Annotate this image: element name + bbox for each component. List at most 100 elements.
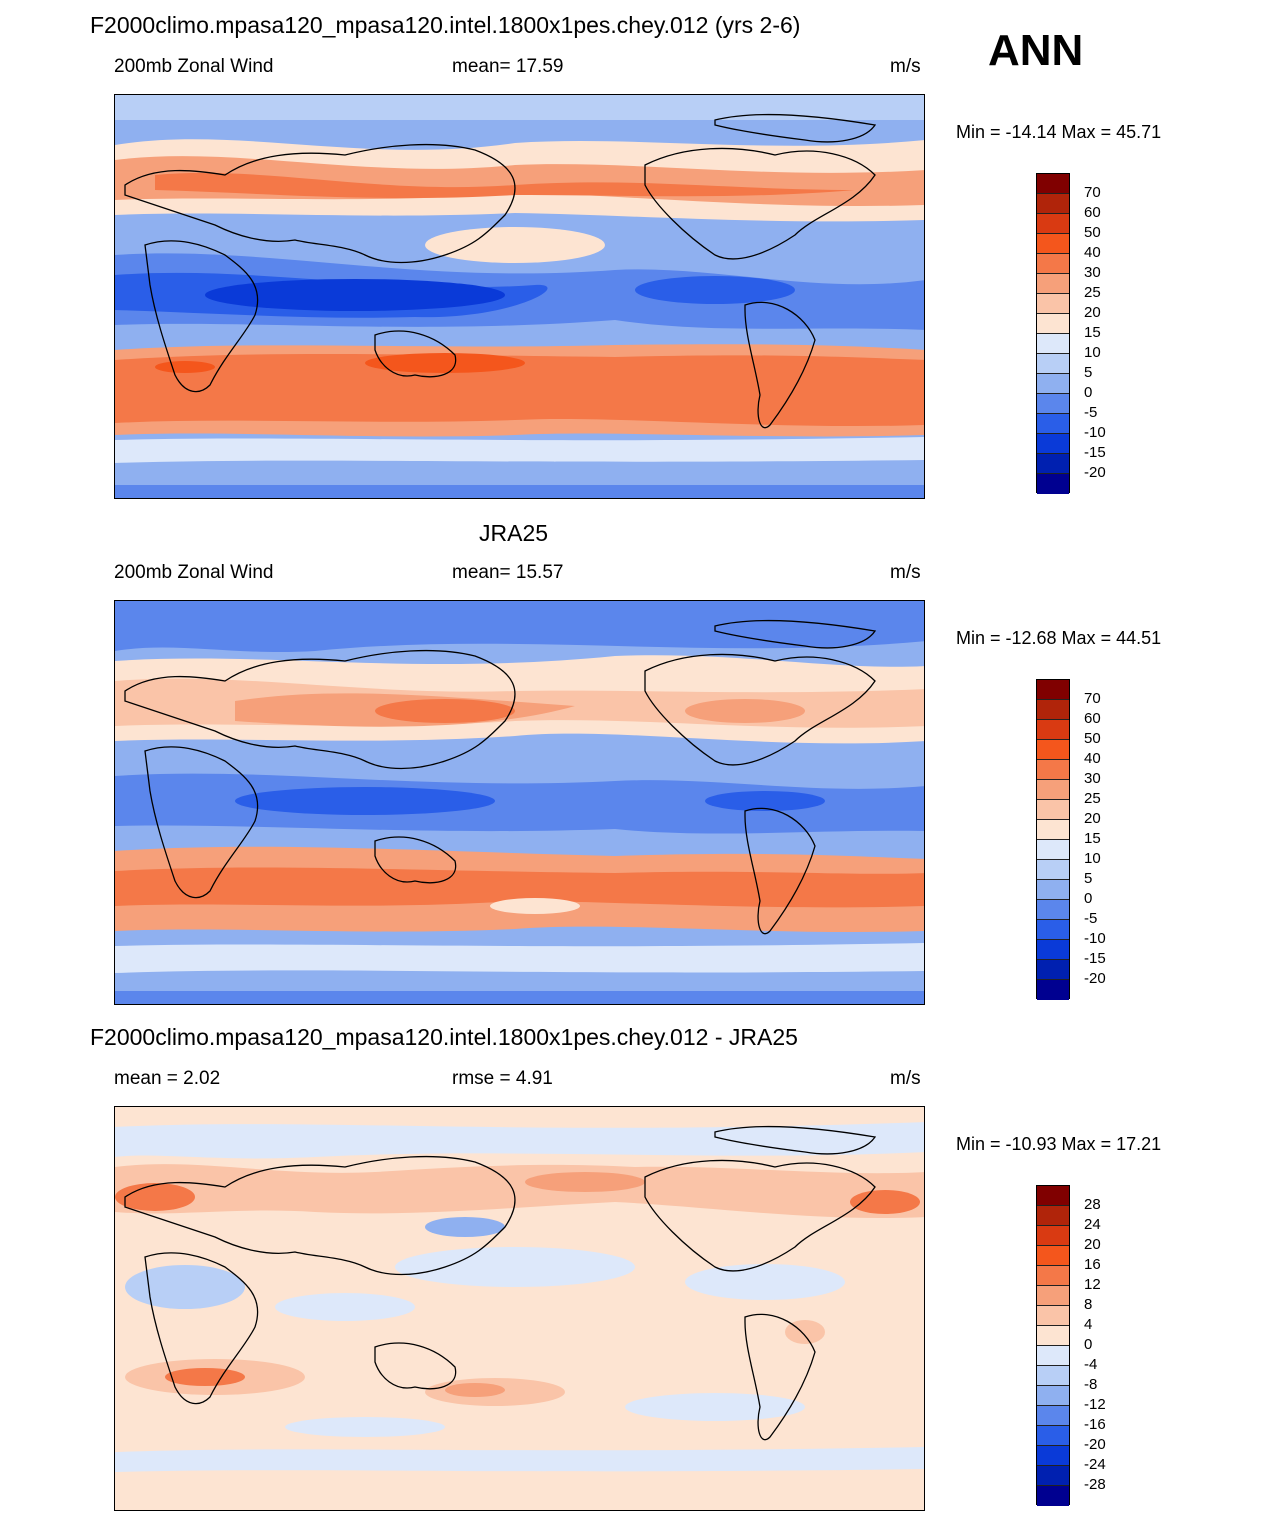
- panel3-title: F2000climo.mpasa120_mpasa120.intel.1800x…: [90, 1024, 798, 1050]
- colorbar-tick-label: 60: [1084, 204, 1101, 221]
- colorbar-segment: [1037, 1406, 1069, 1426]
- colorbar-segment: [1037, 880, 1069, 900]
- colorbar-tick-label: 25: [1084, 790, 1101, 807]
- colorbar-segment: [1037, 800, 1069, 820]
- difference-map: [115, 1107, 924, 1510]
- colorbar-segment: [1037, 474, 1069, 494]
- colorbar-segment: [1037, 1186, 1069, 1206]
- colorbar-segment: [1037, 394, 1069, 414]
- colorbar-segment: [1037, 434, 1069, 454]
- colorbar-tick-label: -12: [1084, 1396, 1106, 1413]
- colorbar-segment: [1037, 1206, 1069, 1226]
- colorbar-segment: [1037, 1226, 1069, 1246]
- colorbar-segment: [1037, 1366, 1069, 1386]
- colorbar-segment: [1037, 274, 1069, 294]
- colorbar-tick-label: 4: [1084, 1316, 1093, 1333]
- panel2-units: m/s: [890, 562, 921, 583]
- colorbar-tick-label: 30: [1084, 264, 1101, 281]
- colorbar-tick-label: 10: [1084, 344, 1101, 361]
- colorbar-tick-label: 70: [1084, 184, 1101, 201]
- colorbar-tick-label: 5: [1084, 870, 1093, 887]
- colorbar-tick-label: -10: [1084, 424, 1106, 441]
- colorbar-tick-label: 8: [1084, 1296, 1093, 1313]
- colorbar-model: [1036, 173, 1070, 494]
- colorbar-segment: [1037, 740, 1069, 760]
- colorbar-tick-label: 25: [1084, 284, 1101, 301]
- colorbar-segment: [1037, 1426, 1069, 1446]
- panel2-field-label: 200mb Zonal Wind: [114, 562, 274, 583]
- colorbar-tick-label: 24: [1084, 1216, 1101, 1233]
- colorbar-tick-label: -20: [1084, 1436, 1106, 1453]
- colorbar-segment: [1037, 720, 1069, 740]
- colorbar-tick-label: 0: [1084, 384, 1093, 401]
- colorbar-tick-label: -15: [1084, 950, 1106, 967]
- colorbar-tick-label: 5: [1084, 364, 1093, 381]
- colorbar-segment: [1037, 820, 1069, 840]
- colorbar-segment: [1037, 1486, 1069, 1506]
- panel1-mean-label: mean= 17.59: [452, 56, 564, 77]
- colorbar-tick-label: 0: [1084, 890, 1093, 907]
- colorbar-obs: [1036, 679, 1070, 1000]
- obs-zonal-wind-map: [115, 601, 924, 1004]
- colorbar-tick-label: -16: [1084, 1416, 1106, 1433]
- colorbar-segment: [1037, 1246, 1069, 1266]
- colorbar-segment: [1037, 680, 1069, 700]
- colorbar-segment: [1037, 294, 1069, 314]
- colorbar-tick-label: -5: [1084, 404, 1098, 421]
- colorbar-tick-label: 10: [1084, 850, 1101, 867]
- colorbar-segment: [1037, 174, 1069, 194]
- panel1-field-label: 200mb Zonal Wind: [114, 56, 274, 77]
- colorbar-segment: [1037, 1346, 1069, 1366]
- colorbar-tick-label: 20: [1084, 1236, 1101, 1253]
- colorbar-tick-label: 16: [1084, 1256, 1101, 1273]
- colorbar-tick-label: 12: [1084, 1276, 1101, 1293]
- panel1-minmax: Min = -14.14 Max = 45.71: [956, 122, 1162, 142]
- model-zonal-wind-map: [115, 95, 924, 498]
- colorbar-segment: [1037, 1306, 1069, 1326]
- panel3-minmax: Min = -10.93 Max = 17.21: [956, 1134, 1162, 1154]
- colorbar-segment: [1037, 840, 1069, 860]
- colorbar-segment: [1037, 374, 1069, 394]
- colorbar-segment: [1037, 860, 1069, 880]
- colorbar-segment: [1037, 354, 1069, 374]
- colorbar-tick-label: 15: [1084, 830, 1101, 847]
- colorbar-segment: [1037, 1446, 1069, 1466]
- colorbar-segment: [1037, 900, 1069, 920]
- colorbar-tick-label: -24: [1084, 1456, 1106, 1473]
- panel3-mean-label: mean = 2.02: [114, 1068, 221, 1089]
- panel1-title: F2000climo.mpasa120_mpasa120.intel.1800x…: [90, 12, 801, 38]
- colorbar-tick-label: -8: [1084, 1376, 1098, 1393]
- map-panel-obs: [114, 600, 925, 1005]
- colorbar-segment: [1037, 980, 1069, 1000]
- colorbar-segment: [1037, 1286, 1069, 1306]
- colorbar-segment: [1037, 1266, 1069, 1286]
- colorbar-tick-label: -20: [1084, 970, 1106, 987]
- colorbar-segment: [1037, 940, 1069, 960]
- colorbar-tick-label: 50: [1084, 730, 1101, 747]
- colorbar-segment: [1037, 1326, 1069, 1346]
- colorbar-tick-label: 40: [1084, 750, 1101, 767]
- colorbar-segment: [1037, 194, 1069, 214]
- colorbar-segment: [1037, 700, 1069, 720]
- colorbar-tick-label: -20: [1084, 464, 1106, 481]
- colorbar-tick-label: 20: [1084, 304, 1101, 321]
- colorbar-segment: [1037, 1386, 1069, 1406]
- panel1-units: m/s: [890, 56, 921, 77]
- colorbar-segment: [1037, 214, 1069, 234]
- colorbar-tick-label: 70: [1084, 690, 1101, 707]
- colorbar-difference: [1036, 1185, 1070, 1506]
- colorbar-segment: [1037, 414, 1069, 434]
- colorbar-tick-label: -4: [1084, 1356, 1098, 1373]
- colorbar-segment: [1037, 780, 1069, 800]
- panel3-rmse-label: rmse = 4.91: [452, 1068, 553, 1089]
- colorbar-segment: [1037, 760, 1069, 780]
- panel2-mean-label: mean= 15.57: [452, 562, 564, 583]
- colorbar-segment: [1037, 454, 1069, 474]
- panel2-title: JRA25: [479, 520, 549, 546]
- colorbar-tick-label: 15: [1084, 324, 1101, 341]
- panel3-units: m/s: [890, 1068, 921, 1089]
- colorbar-segment: [1037, 920, 1069, 940]
- season-label: ANN: [988, 26, 1084, 75]
- colorbar-tick-label: 20: [1084, 810, 1101, 827]
- colorbar-tick-label: -10: [1084, 930, 1106, 947]
